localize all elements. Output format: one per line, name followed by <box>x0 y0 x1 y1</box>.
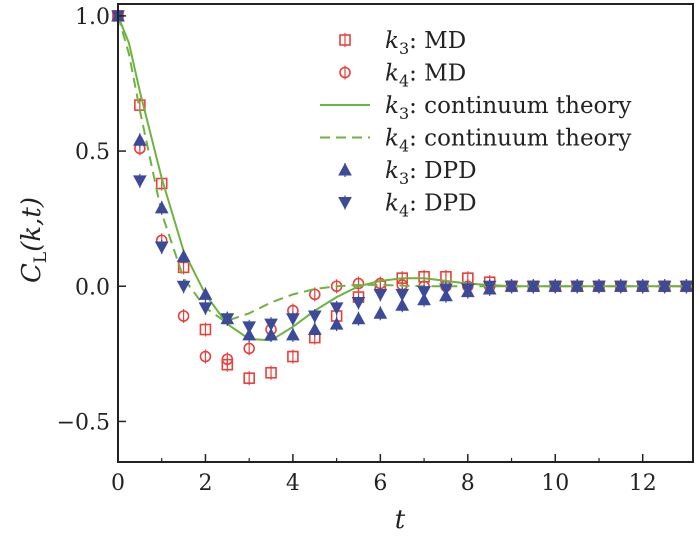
series-2 <box>117 15 693 342</box>
y-tick-label: −0.5 <box>57 410 110 435</box>
series-0 <box>112 8 693 386</box>
x-tick-label: 0 <box>111 471 125 496</box>
theory-line <box>117 15 693 342</box>
y-tick-label: 0.5 <box>75 140 110 165</box>
legend-label: k4: DPD <box>385 191 477 221</box>
y-tick-label: 0.0 <box>75 275 110 300</box>
y-axis-label: CL(k,t) <box>17 197 51 283</box>
x-tick-label: 2 <box>198 471 212 496</box>
y-tick-label: 1.0 <box>75 5 110 30</box>
series-5 <box>111 8 694 334</box>
legend-label: k3: MD <box>385 28 466 58</box>
x-tick-label: 12 <box>629 471 657 496</box>
x-tick-label: 8 <box>461 471 475 496</box>
legend-label: k4: MD <box>385 61 466 91</box>
series-4 <box>111 8 694 342</box>
legend-label: k4: continuum theory <box>385 126 631 156</box>
x-axis-label: t <box>395 505 406 535</box>
x-tick-label: 4 <box>286 471 300 496</box>
plot-marks <box>111 8 694 386</box>
x-tick-label: 6 <box>373 471 387 496</box>
axis-ticks: 0 2 4 6 8 10 12 −0.5 0.0 0.5 1.0 <box>57 5 657 496</box>
legend-label: k3: continuum theory <box>385 93 631 123</box>
plot-frame <box>117 3 694 463</box>
x-tick-label: 10 <box>541 471 569 496</box>
legend-label: k3: DPD <box>385 158 477 188</box>
theory-line <box>117 15 693 323</box>
series-3 <box>117 15 693 323</box>
